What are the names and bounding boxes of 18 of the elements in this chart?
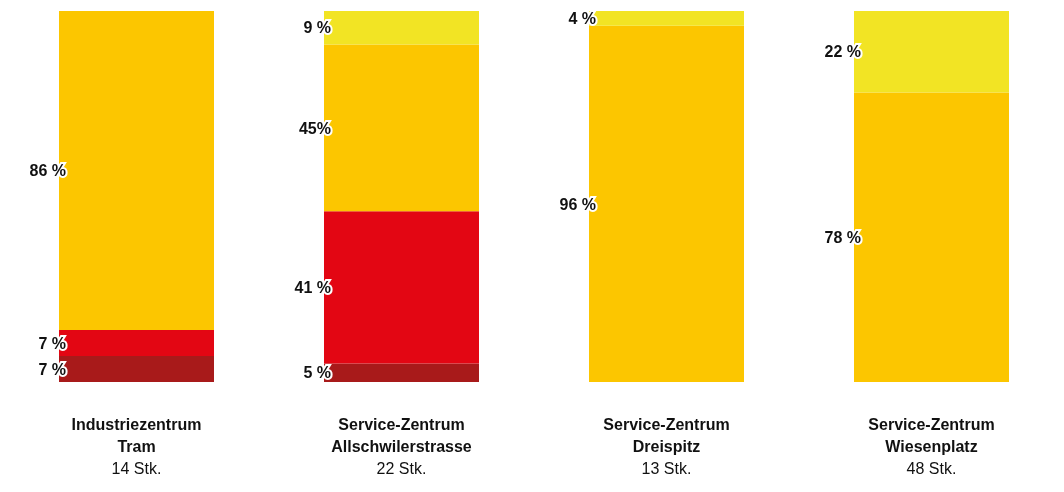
data-label: 5 % (303, 364, 331, 382)
text: 13 Stk. (641, 460, 692, 477)
data-label: 78 % (824, 228, 861, 246)
data-label: 4 % (568, 10, 596, 28)
data-label: 86 % (29, 162, 66, 180)
data-label: 41 % (294, 279, 331, 297)
data-label: 7 % (38, 334, 66, 352)
data-label: 9 % (303, 19, 331, 37)
text: 14 Stk. (111, 460, 162, 477)
text: 22 Stk. (376, 460, 427, 477)
x-tick-label: Service-Zentrum Wiesenplatz (868, 416, 995, 455)
data-label: 22 % (824, 43, 861, 61)
x-tick-label: Service-Zentrum Allschwilerstrasse (331, 416, 472, 455)
data-label: 96 % (559, 195, 596, 213)
data-label: 7 % (38, 360, 66, 378)
x-tick-label: Industriezentrum Tram (71, 416, 202, 455)
x-tick-label: Service-Zentrum Dreispitz (603, 416, 730, 455)
text: 48 Stk. (906, 460, 957, 477)
